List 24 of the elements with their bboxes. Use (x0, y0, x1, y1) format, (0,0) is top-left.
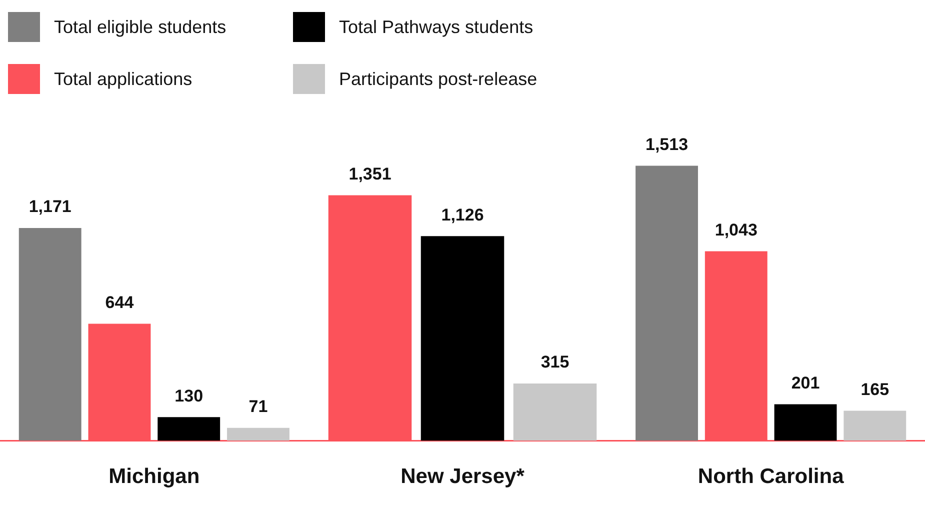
bar (18, 228, 82, 441)
x-tick-label: North Carolina (698, 465, 844, 488)
x-tick-label: Michigan (108, 465, 200, 488)
bar (158, 417, 220, 441)
data-label: 165 (860, 380, 890, 399)
bar (774, 404, 837, 441)
legend-label: Total eligible students (54, 16, 226, 38)
data-label: 201 (791, 373, 820, 392)
data-label: 644 (105, 292, 134, 312)
data-label: 1,043 (714, 220, 758, 240)
data-label: 1,126 (441, 205, 484, 224)
data-label: 130 (174, 386, 204, 406)
data-label: 315 (540, 352, 570, 372)
bar (227, 428, 290, 441)
legend-label: Participants post-release (339, 68, 538, 90)
bar (844, 410, 906, 441)
legend-label: Total applications (54, 68, 192, 90)
data-label: 1,351 (348, 164, 392, 184)
data-label: 71 (248, 397, 268, 416)
data-label: 1,513 (645, 135, 688, 154)
x-tick-label: New Jersey* (400, 465, 526, 488)
bar (636, 166, 698, 441)
data-label: 1,171 (28, 197, 72, 216)
legend-label: Total Pathways students (339, 16, 534, 38)
